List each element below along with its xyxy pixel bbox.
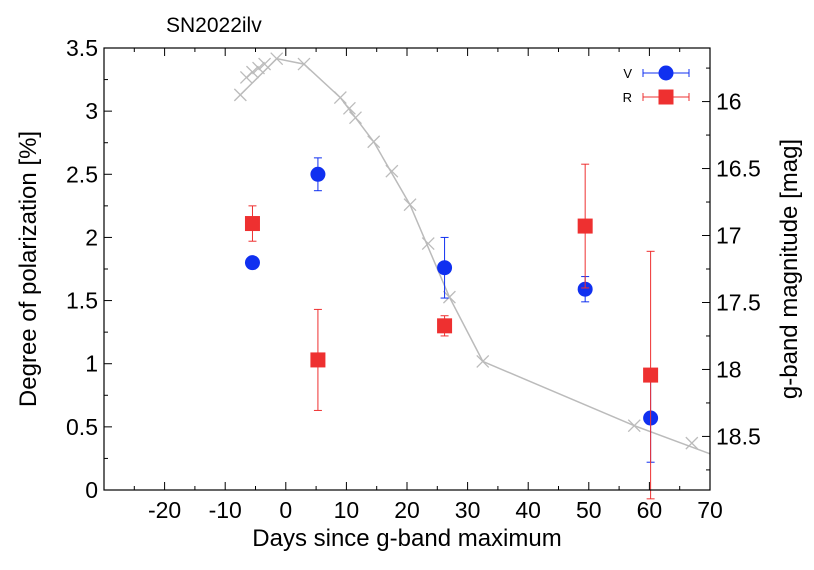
legend: VR [623, 65, 690, 105]
y2-tick-label: 16.5 [716, 156, 761, 182]
light-curve-cross-stroke [349, 111, 362, 125]
light-curve-point [442, 290, 456, 304]
light-curve-cross-stroke [385, 164, 399, 178]
light-curve-cross-stroke [342, 101, 356, 115]
y-axis-right: 16 16.5 17 17.5 18 18.5 [702, 67, 761, 471]
light-curve-point [349, 111, 362, 125]
light-curve-point [342, 101, 356, 115]
light-curve-point [233, 88, 247, 102]
light-curve-cross-stroke [233, 88, 247, 102]
legend-marker-v [658, 65, 674, 81]
light-curve-point [297, 57, 311, 71]
light-curve-cross-stroke [297, 57, 311, 71]
x-tick-label: 40 [515, 497, 541, 523]
y2-tick-label: 17 [716, 223, 742, 249]
x-tick-label: 0 [279, 497, 292, 523]
y2-axis-title: g-band magnitude [mag] [776, 139, 803, 399]
y-tick-label: 0 [85, 477, 98, 503]
x-tick-label: 70 [697, 497, 723, 523]
y-tick-label: 2 [85, 224, 98, 250]
legend-label-v: V [623, 66, 632, 81]
x-axis-title: Days since g-band maximum [252, 525, 561, 552]
data-layer [244, 157, 659, 500]
y-tick-label: 3.5 [66, 35, 98, 61]
y-tick-label: 3 [85, 98, 98, 124]
r-point [437, 318, 453, 334]
light-curve-layer [233, 52, 711, 455]
light-curve-point [270, 52, 284, 66]
x-tick-label: 50 [576, 497, 602, 523]
legend-marker-r [658, 89, 674, 105]
light-curve-cross-stroke [252, 61, 265, 75]
x-axis: -20 -10 0 10 20 30 40 50 60 70 [103, 48, 723, 523]
light-curve-cross-stroke [333, 91, 347, 105]
light-curve-point [403, 198, 417, 212]
y2-tick-label: 16 [716, 89, 742, 115]
light-curve-cross-stroke [403, 198, 417, 212]
light-curve-point [333, 91, 347, 105]
y-tick-label: 1.5 [66, 288, 98, 314]
y-axis-left: 0 0.5 1 1.5 2 2.5 3 3.5 [66, 35, 112, 503]
x-tick-label: -20 [148, 497, 181, 523]
x-tick-label: 10 [334, 497, 360, 523]
light-curve-cross-stroke [270, 52, 284, 66]
y-tick-label: 1 [85, 351, 98, 377]
light-curve-point [476, 354, 490, 368]
v-point [437, 260, 453, 276]
light-curve-cross-stroke [442, 290, 456, 304]
light-curve-cross-stroke [367, 135, 381, 149]
x-tick-label: -10 [209, 497, 242, 523]
x-tick-label: 20 [394, 497, 420, 523]
light-curve-cross-stroke [685, 436, 699, 450]
light-curve-point [685, 436, 699, 450]
light-curve-cross-stroke [421, 237, 435, 251]
r-point [643, 367, 659, 383]
r-point [310, 352, 326, 368]
v-point [244, 255, 260, 271]
legend-label-r: R [623, 90, 632, 105]
x-tick-label: 60 [637, 497, 663, 523]
plot-frame [103, 47, 711, 491]
light-curve-point [367, 135, 381, 149]
y-tick-label: 0.5 [66, 414, 98, 440]
light-curve-point [252, 61, 265, 75]
v-point [577, 281, 593, 297]
light-curve-point [258, 57, 272, 71]
light-curve-point [385, 164, 399, 178]
y2-tick-label: 17.5 [716, 289, 761, 315]
light-curve-point [627, 419, 641, 433]
light-curve-point [421, 237, 435, 251]
light-curve-point [246, 65, 259, 79]
y-tick-label: 2.5 [66, 161, 98, 187]
r-point [244, 216, 260, 232]
chart-title: SN2022ilv [166, 14, 262, 37]
y-axis-title: Degree of polarization [%] [15, 131, 42, 407]
light-curve-cross-stroke [246, 65, 259, 79]
y2-tick-label: 18.5 [716, 423, 761, 449]
v-point [310, 166, 326, 182]
x-tick-label: 30 [455, 497, 481, 523]
r-point [577, 218, 593, 234]
light-curve-cross-stroke [627, 419, 641, 433]
y2-tick-label: 18 [716, 356, 742, 382]
light-curve-cross-stroke [258, 57, 272, 71]
light-curve-line [239, 57, 711, 455]
light-curve-cross-stroke [476, 354, 490, 368]
